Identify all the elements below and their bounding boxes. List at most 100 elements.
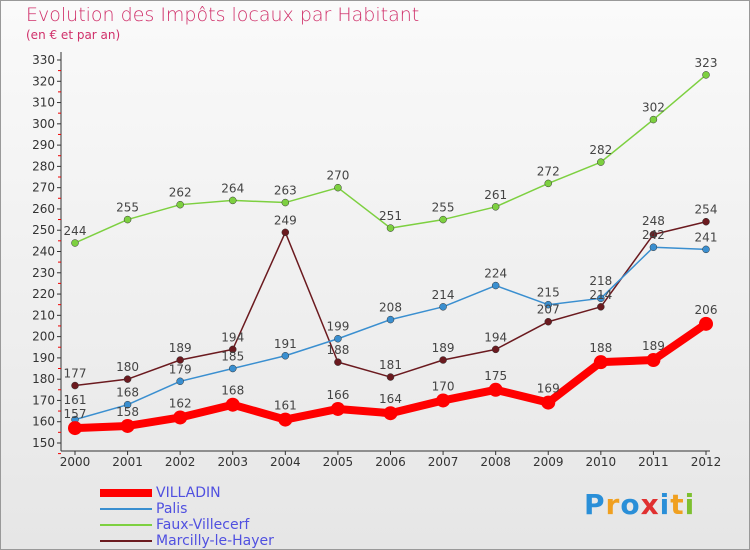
data-point — [597, 294, 605, 303]
x-tick-label: 2007 — [428, 455, 459, 469]
legend-label: Palis — [156, 501, 188, 517]
data-label: 244 — [64, 224, 87, 238]
legend-swatch — [100, 524, 152, 526]
legend-label: Marcilly-le-Hayer — [156, 533, 274, 549]
x-tick-label: 2004 — [270, 455, 301, 469]
data-label: 241 — [695, 230, 718, 244]
data-label: 264 — [221, 181, 244, 195]
data-point — [439, 215, 447, 224]
data-point — [541, 395, 556, 410]
x-tick-label: 2012 — [691, 455, 722, 469]
data-point — [334, 358, 342, 366]
data-label: 181 — [379, 358, 402, 372]
data-label: 158 — [116, 405, 139, 419]
y-tick-label: 170 — [32, 393, 55, 407]
data-label: 185 — [221, 350, 244, 364]
x-tick-label: 2003 — [217, 455, 248, 469]
legend-label: Faux-Villecerf — [156, 517, 250, 533]
y-tick-label: 320 — [32, 74, 55, 88]
data-point — [491, 345, 500, 354]
data-point — [491, 203, 500, 211]
data-label: 189 — [642, 339, 665, 353]
data-point — [68, 421, 82, 436]
data-label: 189 — [169, 341, 192, 355]
chart-title: Evolution des Impôts locaux par Habitant — [26, 4, 420, 26]
data-point — [334, 183, 342, 192]
data-label: 175 — [484, 369, 507, 383]
data-point — [436, 393, 451, 408]
data-label: 254 — [695, 203, 718, 217]
data-point — [176, 377, 184, 386]
data-point — [123, 375, 132, 383]
y-tick-label: 310 — [32, 96, 55, 110]
data-label: 188 — [326, 343, 349, 357]
data-label: 207 — [537, 303, 560, 317]
data-point — [71, 381, 79, 390]
data-label: 255 — [116, 201, 139, 215]
data-point — [702, 217, 710, 226]
x-tick-label: 2001 — [112, 455, 143, 469]
data-point — [597, 158, 605, 166]
data-point — [702, 71, 710, 79]
data-label: 323 — [695, 56, 718, 70]
x-tick-label: 2008 — [480, 455, 511, 469]
data-label: 177 — [64, 367, 87, 381]
data-label: 255 — [432, 201, 455, 215]
data-point — [649, 115, 658, 124]
data-label: 270 — [326, 169, 349, 183]
data-point — [120, 418, 135, 433]
data-point — [597, 303, 605, 311]
data-label: 168 — [221, 384, 244, 398]
legend-swatch — [100, 540, 152, 542]
legend-item: VILLADIN — [100, 485, 274, 501]
chart-subtitle: (en € et par an) — [26, 28, 121, 42]
data-label: 214 — [589, 288, 612, 302]
y-tick-label: 190 — [32, 351, 55, 365]
data-label: 166 — [326, 388, 349, 402]
legend-swatch — [100, 489, 152, 497]
legend-item: Palis — [100, 501, 274, 517]
data-point — [334, 334, 342, 343]
data-point — [491, 281, 500, 290]
data-point — [649, 243, 658, 251]
data-point — [123, 400, 132, 409]
y-tick-label: 230 — [32, 266, 55, 280]
data-point — [173, 410, 188, 425]
data-label: 224 — [484, 267, 507, 281]
data-point — [278, 412, 293, 427]
data-point — [281, 228, 290, 237]
y-tick-label: 270 — [32, 181, 55, 195]
data-point — [225, 397, 240, 412]
x-tick-label: 2009 — [533, 455, 564, 469]
data-label: 214 — [432, 288, 455, 302]
y-tick-label: 300 — [32, 117, 55, 131]
data-point — [176, 200, 184, 209]
y-tick-label: 210 — [32, 308, 55, 322]
legend: VILLADIN Palis Faux-Villecerf Marcilly-le-H… — [100, 485, 274, 549]
data-point — [386, 315, 395, 324]
proxiti-logo: Proxiti — [584, 488, 696, 521]
y-tick-label: 240 — [32, 245, 55, 259]
data-label: 161 — [64, 393, 87, 407]
y-tick-label: 280 — [32, 159, 55, 173]
data-point — [649, 230, 658, 239]
y-tick-label: 260 — [32, 202, 55, 216]
data-label: 189 — [432, 341, 455, 355]
y-tick-label: 200 — [32, 330, 55, 344]
x-tick-label: 2010 — [586, 455, 617, 469]
data-point — [281, 352, 290, 360]
data-point — [330, 401, 345, 416]
y-tick-label: 220 — [32, 287, 55, 301]
x-tick-label: 2005 — [323, 455, 354, 469]
x-tick-label: 2006 — [375, 455, 406, 469]
data-point — [544, 317, 552, 326]
data-label: 262 — [169, 186, 192, 200]
data-label: 162 — [169, 396, 192, 410]
x-tick-label: 2000 — [60, 455, 91, 469]
data-label: 248 — [642, 214, 665, 228]
data-point — [699, 316, 713, 331]
data-point — [544, 179, 552, 188]
data-point — [702, 245, 710, 254]
data-label: 215 — [537, 286, 560, 300]
